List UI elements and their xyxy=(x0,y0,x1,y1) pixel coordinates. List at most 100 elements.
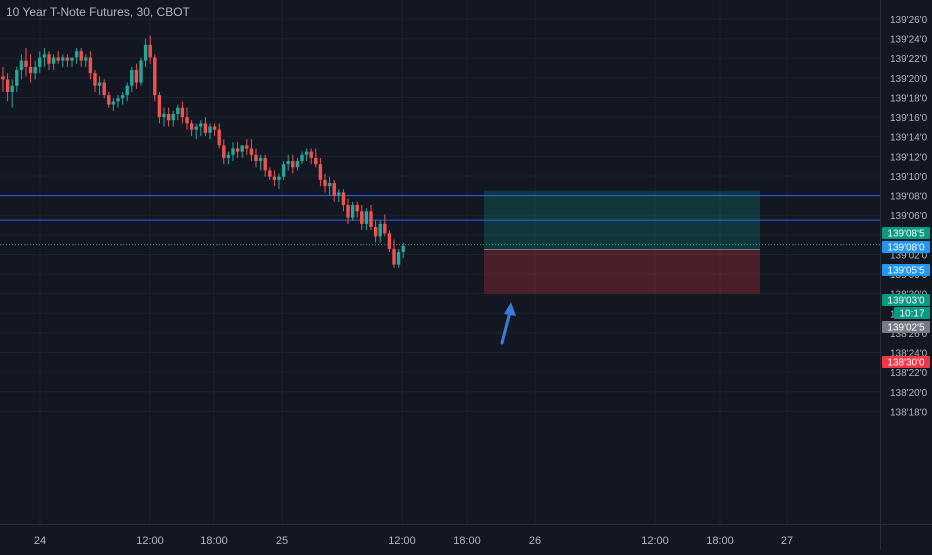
candle-body xyxy=(300,154,304,162)
y-tick-label: 139'18'0 xyxy=(890,93,928,104)
candle-body xyxy=(79,51,83,61)
candle-body xyxy=(226,154,231,158)
candle-body xyxy=(10,85,14,92)
candle-body xyxy=(396,252,401,265)
candle-body xyxy=(245,145,249,149)
candle-body xyxy=(392,248,396,265)
candle-body xyxy=(350,204,355,218)
price-tag: 139'03'0 xyxy=(887,296,925,307)
y-tick-label: 138'20'0 xyxy=(890,388,928,399)
y-tick-label: 139'02'0 xyxy=(890,250,928,261)
x-tick-label: 18:00 xyxy=(706,535,734,547)
countdown-tag-bg xyxy=(894,307,930,319)
candle-body xyxy=(185,117,189,124)
candle-body xyxy=(143,44,148,61)
y-tick-label: 138'18'0 xyxy=(890,407,928,418)
candle-body xyxy=(217,129,221,146)
candle-body xyxy=(286,161,290,165)
candle-body xyxy=(208,126,212,133)
candle-body xyxy=(51,57,56,64)
candle-body xyxy=(148,44,152,58)
arrow-head-icon xyxy=(504,302,516,316)
candle-body xyxy=(401,245,405,253)
price-tag-bg xyxy=(882,264,930,276)
y-tick-label: 138'24'0 xyxy=(890,349,928,360)
candle-body xyxy=(240,145,244,152)
price-tag: 139'08'5 xyxy=(887,229,925,240)
y-tick-label: 138'26'0 xyxy=(890,329,928,340)
candle-body xyxy=(102,82,106,96)
candle-body xyxy=(309,151,313,158)
candle-body xyxy=(5,79,10,92)
candle-body xyxy=(88,57,93,74)
candle-body xyxy=(84,57,88,61)
candle-body xyxy=(332,183,336,196)
candle-body xyxy=(33,66,37,74)
price-tag-bg xyxy=(882,294,930,306)
candle-body xyxy=(360,211,364,224)
y-tick-label: 139'12'0 xyxy=(890,152,928,163)
candle-body xyxy=(199,123,203,127)
x-tick-label: 12:00 xyxy=(136,535,164,547)
candle-body xyxy=(263,157,267,171)
candle-body xyxy=(337,192,341,196)
candle-body xyxy=(93,73,97,86)
candle-body xyxy=(222,145,226,158)
price-tag: 139'02'5 xyxy=(887,323,925,334)
candle-body xyxy=(28,66,33,74)
y-tick-label: 139'20'0 xyxy=(890,74,928,85)
candle-body xyxy=(194,126,198,130)
y-tick-label: 139'14'0 xyxy=(890,133,928,144)
chart-title: 10 Year T-Note Futures, 30, CBOT xyxy=(6,5,190,19)
candle-body xyxy=(235,148,240,152)
x-tick-label: 27 xyxy=(781,535,793,547)
candle-body xyxy=(249,148,254,155)
candle-body xyxy=(318,164,323,180)
candle-body xyxy=(281,164,286,177)
x-tick-label: 25 xyxy=(276,535,288,547)
arrow-icon xyxy=(500,310,512,345)
candle-body xyxy=(369,211,373,227)
candle-body xyxy=(304,151,309,155)
candle-body xyxy=(180,107,185,118)
candle-body xyxy=(74,51,79,58)
candle-body xyxy=(327,183,332,187)
candle-body xyxy=(24,60,28,67)
candle-body xyxy=(134,70,139,83)
candle-body xyxy=(268,170,272,177)
candle-body xyxy=(125,85,129,96)
candle-body xyxy=(1,76,5,80)
candle-body xyxy=(153,57,157,96)
price-tag-bg xyxy=(882,241,930,253)
candle-body xyxy=(373,226,378,237)
candle-body xyxy=(120,95,125,99)
candle-body xyxy=(162,113,166,118)
candle-body xyxy=(258,157,263,162)
candle-body xyxy=(387,233,392,249)
y-tick-label: 139'06'0 xyxy=(890,211,928,222)
candle-body xyxy=(116,98,120,102)
candle-body xyxy=(139,60,143,83)
x-tick-label: 26 xyxy=(529,535,541,547)
candle-body xyxy=(272,176,277,180)
price-tag-bg xyxy=(882,356,930,368)
candle-body xyxy=(166,113,171,121)
price-tag: 139'08'0 xyxy=(887,243,925,254)
candle-body xyxy=(383,223,387,234)
price-tag: 138'30'0 xyxy=(887,358,925,369)
candle-body xyxy=(107,95,111,105)
candle-body xyxy=(277,176,281,180)
x-tick-label: 12:00 xyxy=(641,535,669,547)
candle-body xyxy=(97,82,102,86)
candle-body xyxy=(157,95,162,118)
x-tick-label: 18:00 xyxy=(200,535,228,547)
candle-body xyxy=(254,154,258,162)
candle-body xyxy=(212,126,217,130)
candle-body xyxy=(231,148,235,155)
candle-body xyxy=(65,57,70,61)
candle-body xyxy=(314,157,318,165)
candle-body xyxy=(171,113,175,121)
candle-body xyxy=(291,161,295,168)
